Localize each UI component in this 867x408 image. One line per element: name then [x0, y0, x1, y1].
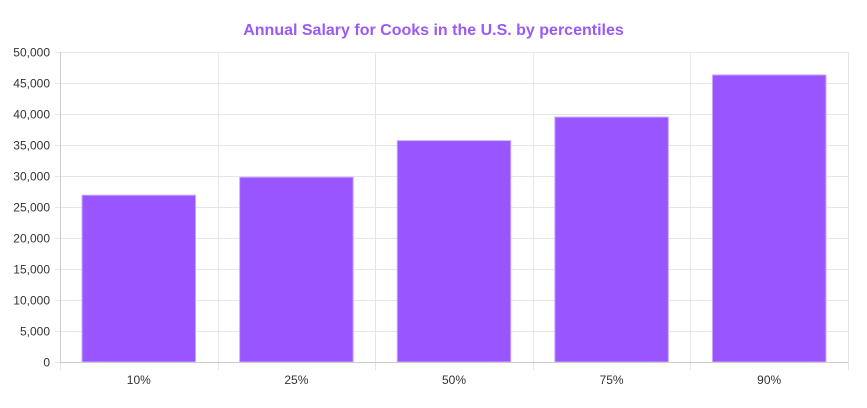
y-tick-label: 35,000 — [13, 139, 50, 153]
bar — [711, 74, 827, 363]
y-tick-label: 30,000 — [13, 170, 50, 184]
x-tick-label: 10% — [127, 373, 151, 387]
y-tick-label: 10,000 — [13, 294, 50, 308]
x-tick-label: 25% — [284, 373, 308, 387]
bar — [81, 194, 197, 363]
bars — [81, 74, 827, 363]
axes — [60, 52, 848, 363]
y-tick-label: 40,000 — [13, 108, 50, 122]
bar — [396, 140, 512, 363]
x-tick-label: 75% — [600, 373, 624, 387]
y-axis-ticks: 0 5,000 10,000 15,000 20,000 25,000 30,000 35,0… — [13, 46, 50, 370]
y-tick-label: 15,000 — [13, 263, 50, 277]
x-tick-label: 50% — [442, 373, 466, 387]
x-tick-label: 90% — [757, 373, 781, 387]
y-tick-label: 0 — [43, 356, 50, 370]
chart-title: Annual Salary for Cooks in the U.S. by p… — [243, 22, 624, 39]
x-axis-ticks: 10% 25% 50% 75% 90% — [127, 373, 782, 387]
y-tick-label: 5,000 — [20, 325, 50, 339]
y-tick-label: 50,000 — [13, 46, 50, 60]
y-tick-label: 25,000 — [13, 201, 50, 215]
bar — [239, 176, 354, 363]
y-tick-label: 45,000 — [13, 77, 50, 91]
bar — [554, 116, 669, 363]
y-tick-label: 20,000 — [13, 232, 50, 246]
